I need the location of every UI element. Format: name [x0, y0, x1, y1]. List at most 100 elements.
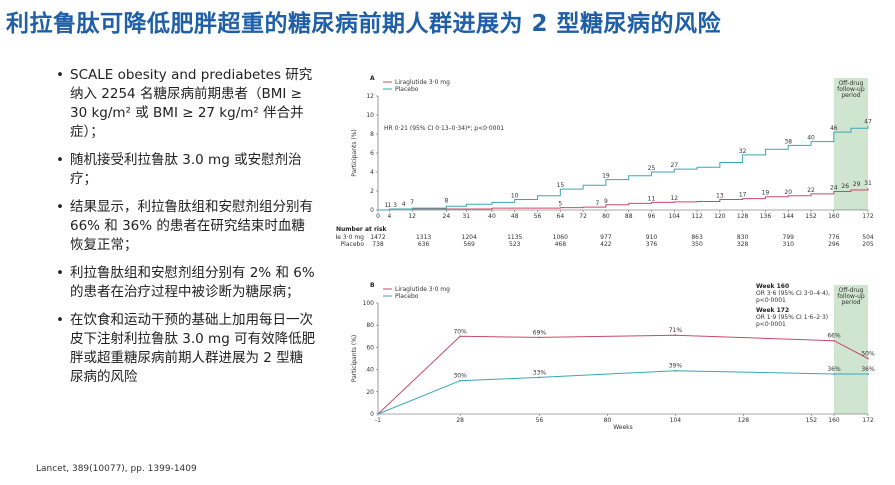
- data-label: 20: [784, 189, 792, 196]
- risk-value: 977: [600, 234, 612, 241]
- x-tick-label: 104: [669, 213, 681, 220]
- risk-value: 310: [783, 241, 795, 248]
- shade-label: period: [841, 299, 860, 306]
- x-tick-label: 0: [376, 213, 380, 220]
- data-point: [674, 369, 677, 372]
- risk-value: 1060: [553, 234, 568, 241]
- data-label: 36%: [861, 366, 875, 373]
- x-tick-label: 160: [828, 213, 840, 220]
- x-tick-label: 120: [714, 213, 726, 220]
- series-line: [377, 334, 869, 415]
- data-label: 24: [830, 184, 838, 191]
- data-label: 3: [393, 202, 397, 209]
- bullet-icon: •: [56, 265, 64, 281]
- data-label: 22: [807, 187, 815, 194]
- data-point: [459, 379, 462, 382]
- y-tick-label: 6: [370, 150, 374, 157]
- series-line: [377, 370, 868, 415]
- data-label: 15: [557, 182, 565, 189]
- y-tick-label: 0: [370, 411, 374, 418]
- x-tick-label: 152: [806, 417, 818, 424]
- panel-letter: B: [370, 282, 375, 289]
- risk-row-name: Liraglutide 3·0 mg: [336, 234, 364, 241]
- data-label: 38: [784, 138, 792, 145]
- data-point: [538, 376, 541, 379]
- x-tick-label: 128: [738, 417, 750, 424]
- legend-label: Liraglutide 3·0 mg: [395, 79, 450, 86]
- data-label: 47: [864, 118, 872, 125]
- shade-label: follow-up: [837, 86, 865, 93]
- series-line: [378, 188, 869, 211]
- risk-value: 1204: [462, 234, 477, 241]
- data-label: 19: [602, 173, 610, 180]
- x-axis-label: Weeks: [613, 424, 633, 431]
- bullet-list: • SCALE obesity and prediabetes 研究纳入 2254…: [56, 66, 316, 396]
- x-tick-label: 64: [557, 213, 565, 220]
- risk-value: 1313: [416, 234, 431, 241]
- data-label: 29: [853, 181, 861, 188]
- data-label: 1: [387, 202, 391, 209]
- x-tick-label: 96: [648, 213, 656, 220]
- data-label: 40: [807, 135, 815, 142]
- bullet-item: • 利拉鲁肽组和安慰剂组分别有 2% 和 6% 的患者在治疗过程中被诊断为糖尿病；: [56, 264, 316, 302]
- risk-value: 296: [828, 241, 840, 248]
- risk-value: 422: [600, 241, 612, 248]
- risk-table-title: Number at risk: [336, 226, 388, 233]
- bullet-item: • 在饮食和运动干预的基础上加用每日一次皮下注射利拉鲁肽 3.0 mg 可有效降低…: [56, 311, 316, 387]
- risk-value: 1135: [507, 234, 522, 241]
- reference: Lancet, 389(10077), pp. 1399-1409: [36, 464, 197, 474]
- x-tick-label: 40: [488, 213, 496, 220]
- risk-value: 376: [646, 241, 658, 248]
- y-tick-label: 20: [366, 389, 374, 396]
- bullet-text: SCALE obesity and prediabetes 研究纳入 2254 …: [70, 67, 313, 140]
- data-label: 5: [558, 201, 562, 208]
- shade-label: Off-drug: [839, 287, 864, 294]
- bullet-item: • SCALE obesity and prediabetes 研究纳入 2254…: [56, 66, 316, 142]
- data-label: 8: [444, 197, 448, 204]
- or-annotation-text: OR 1·9 (95% CI 1·6–2·3): [756, 314, 828, 321]
- data-point: [538, 336, 541, 339]
- data-label: 66%: [827, 333, 841, 340]
- x-tick-label: 160: [828, 417, 840, 424]
- data-label: 10: [511, 193, 519, 200]
- shade-label: period: [841, 92, 860, 99]
- y-tick-label: 40: [366, 367, 374, 374]
- risk-value: 830: [737, 234, 749, 241]
- risk-value: 569: [463, 241, 475, 248]
- hr-annotation: HR 0·21 (95% CI 0·13–0·34)*; p<0·0001: [384, 125, 504, 132]
- x-tick-label: 152: [805, 213, 817, 220]
- x-tick-label: 12: [408, 213, 416, 220]
- x-tick-label: 72: [579, 213, 587, 220]
- data-label: 26: [841, 183, 849, 190]
- or-annotation-text: OR 3·6 (95% CI 3·0–4·4),: [756, 290, 830, 297]
- risk-value: 776: [828, 234, 840, 241]
- page-title: 利拉鲁肽可降低肥胖超重的糖尿病前期人群进展为 2 型糖尿病的风险: [6, 11, 722, 37]
- or-annotation-p: p<0·0001: [756, 321, 786, 328]
- y-tick-label: 60: [366, 344, 374, 351]
- risk-value: 205: [862, 241, 874, 248]
- series-line: [378, 125, 869, 211]
- or-annotation-title: Week 160: [756, 283, 789, 290]
- data-label: 4: [402, 201, 406, 208]
- risk-value: 523: [509, 241, 521, 248]
- data-point: [833, 373, 835, 375]
- x-tick-label: -1: [375, 417, 381, 424]
- x-tick-label: 172: [862, 417, 874, 424]
- risk-value: 1472: [370, 234, 385, 241]
- data-label: 11: [648, 195, 656, 202]
- x-tick-label: 172: [862, 213, 874, 220]
- x-tick-label: 128: [737, 213, 749, 220]
- y-tick-label: 2: [370, 188, 374, 195]
- risk-value: 328: [737, 241, 749, 248]
- y-axis-label: Participants (%): [351, 335, 358, 383]
- legend-label: Liraglutide 3·0 mg: [395, 286, 450, 293]
- x-tick-label: 136: [760, 213, 772, 220]
- x-tick-label: 48: [511, 213, 519, 220]
- shade-label: follow-up: [837, 293, 865, 300]
- data-label: 27: [670, 162, 678, 169]
- data-point: [674, 334, 677, 337]
- risk-value: 738: [372, 241, 384, 248]
- y-tick-label: 4: [370, 169, 374, 176]
- data-label: 36%: [827, 366, 841, 373]
